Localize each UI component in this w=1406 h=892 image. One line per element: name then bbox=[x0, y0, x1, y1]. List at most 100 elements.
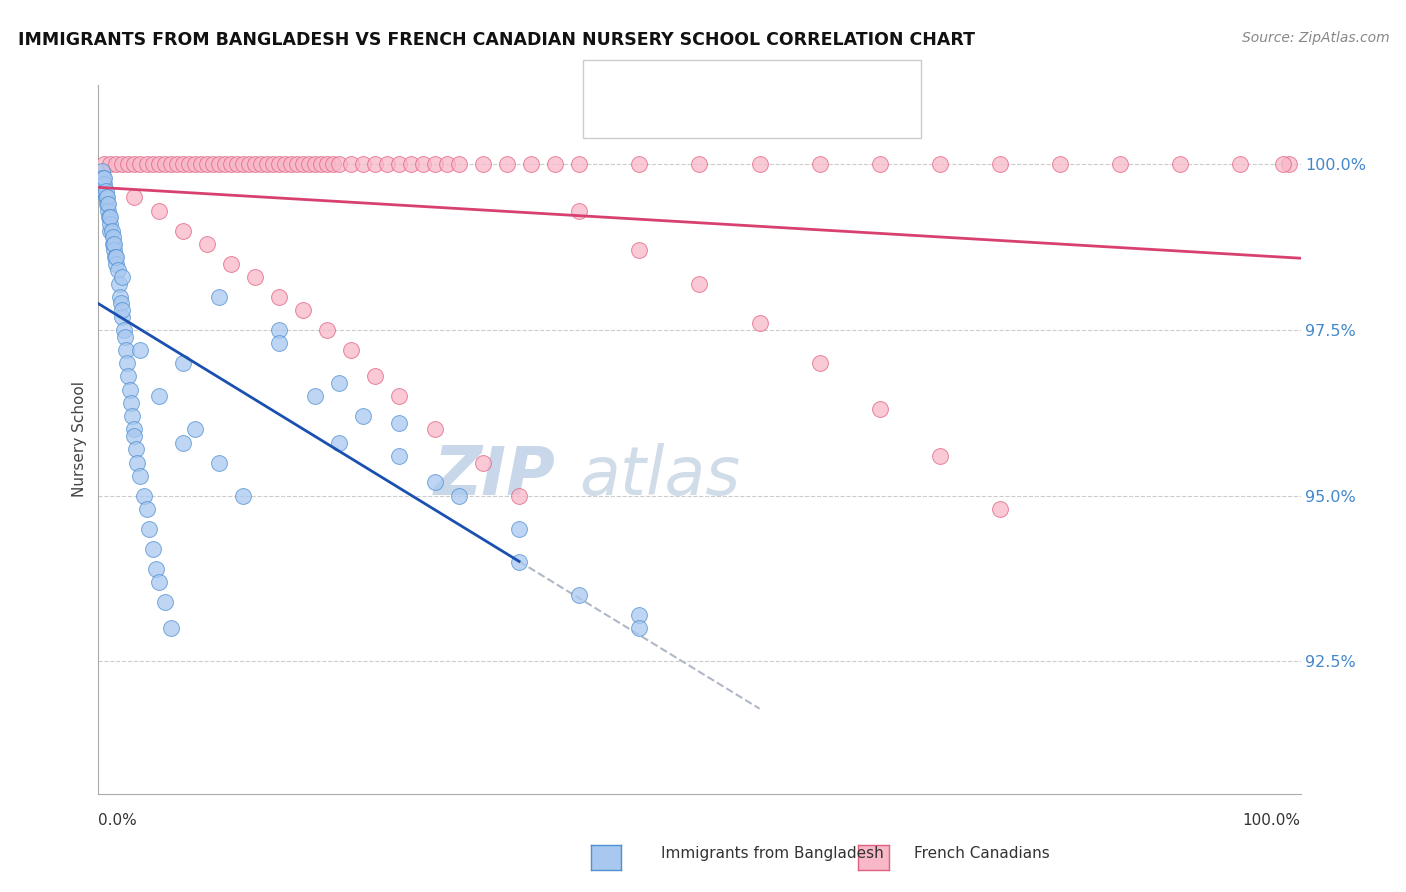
Point bbox=[423, 475, 446, 490]
Point bbox=[304, 389, 326, 403]
Point bbox=[91, 170, 114, 185]
Point bbox=[309, 157, 332, 171]
Point bbox=[568, 203, 591, 218]
Point bbox=[120, 396, 142, 410]
Point bbox=[748, 157, 770, 171]
Point bbox=[129, 157, 152, 171]
Point bbox=[423, 157, 446, 171]
Y-axis label: Nursery School: Nursery School bbox=[72, 381, 87, 498]
Point bbox=[103, 236, 125, 251]
Point bbox=[280, 157, 302, 171]
Point bbox=[267, 290, 290, 304]
Point bbox=[328, 376, 350, 390]
Point bbox=[508, 555, 530, 569]
Point bbox=[100, 157, 122, 171]
Point bbox=[568, 588, 591, 602]
Point bbox=[105, 250, 128, 264]
Point bbox=[96, 197, 118, 211]
Point bbox=[117, 356, 139, 370]
Point bbox=[808, 356, 831, 370]
Point bbox=[274, 157, 297, 171]
Text: ZIP: ZIP bbox=[433, 442, 555, 508]
Point bbox=[688, 157, 710, 171]
Point bbox=[328, 157, 350, 171]
Point bbox=[388, 157, 411, 171]
Point bbox=[267, 157, 290, 171]
Point bbox=[183, 157, 205, 171]
Point bbox=[111, 269, 134, 284]
Point bbox=[267, 336, 290, 351]
Point bbox=[364, 369, 387, 384]
Point bbox=[124, 157, 146, 171]
Point bbox=[148, 574, 170, 589]
Point bbox=[388, 449, 411, 463]
Text: French Canadians: French Canadians bbox=[914, 847, 1050, 861]
Text: 100.0%: 100.0% bbox=[1243, 814, 1301, 828]
Point bbox=[141, 157, 163, 171]
Text: 0.0%: 0.0% bbox=[98, 814, 138, 828]
Text: -0.401: -0.401 bbox=[683, 77, 741, 91]
Point bbox=[1271, 157, 1294, 171]
Text: N = 91: N = 91 bbox=[755, 112, 813, 126]
Point bbox=[219, 157, 242, 171]
Point bbox=[172, 356, 194, 370]
Point bbox=[94, 190, 117, 204]
Point bbox=[298, 157, 321, 171]
Point bbox=[544, 157, 567, 171]
Point bbox=[103, 244, 125, 258]
Point bbox=[124, 429, 146, 443]
Point bbox=[105, 257, 128, 271]
Point bbox=[1277, 157, 1299, 171]
Point bbox=[148, 389, 170, 403]
Point bbox=[256, 157, 278, 171]
Point bbox=[148, 203, 170, 218]
Point bbox=[117, 157, 139, 171]
Text: 0.614: 0.614 bbox=[678, 112, 735, 126]
Point bbox=[110, 296, 132, 310]
Point bbox=[688, 277, 710, 291]
Point bbox=[232, 489, 254, 503]
Point bbox=[195, 157, 218, 171]
Point bbox=[96, 190, 118, 204]
Point bbox=[159, 621, 181, 635]
Point bbox=[166, 157, 188, 171]
Point bbox=[988, 502, 1011, 516]
Text: IMMIGRANTS FROM BANGLADESH VS FRENCH CANADIAN NURSERY SCHOOL CORRELATION CHART: IMMIGRANTS FROM BANGLADESH VS FRENCH CAN… bbox=[18, 31, 976, 49]
Point bbox=[988, 157, 1011, 171]
Point bbox=[153, 595, 176, 609]
Point bbox=[153, 157, 176, 171]
Point bbox=[568, 157, 591, 171]
Point bbox=[108, 290, 131, 304]
Point bbox=[262, 157, 284, 171]
Point bbox=[208, 456, 231, 470]
Point bbox=[340, 343, 363, 357]
Text: N = 76: N = 76 bbox=[755, 77, 813, 91]
Point bbox=[238, 157, 260, 171]
Point bbox=[748, 316, 770, 330]
Point bbox=[111, 303, 134, 318]
Point bbox=[135, 502, 157, 516]
Point bbox=[177, 157, 200, 171]
Point bbox=[135, 157, 157, 171]
Text: atlas: atlas bbox=[579, 442, 741, 508]
Point bbox=[520, 157, 543, 171]
Point bbox=[148, 157, 170, 171]
Point bbox=[138, 522, 160, 536]
Point bbox=[101, 236, 124, 251]
Point bbox=[628, 157, 651, 171]
Point bbox=[219, 257, 242, 271]
Point bbox=[111, 310, 134, 324]
Point bbox=[267, 323, 290, 337]
Point bbox=[91, 177, 114, 191]
Point bbox=[190, 157, 212, 171]
Point bbox=[125, 456, 148, 470]
Point bbox=[94, 184, 117, 198]
Point bbox=[201, 157, 224, 171]
Point bbox=[104, 250, 127, 264]
Point bbox=[508, 522, 530, 536]
Point bbox=[195, 236, 218, 251]
Point bbox=[93, 157, 115, 171]
Point bbox=[243, 269, 266, 284]
Point bbox=[159, 157, 181, 171]
Point bbox=[225, 157, 247, 171]
